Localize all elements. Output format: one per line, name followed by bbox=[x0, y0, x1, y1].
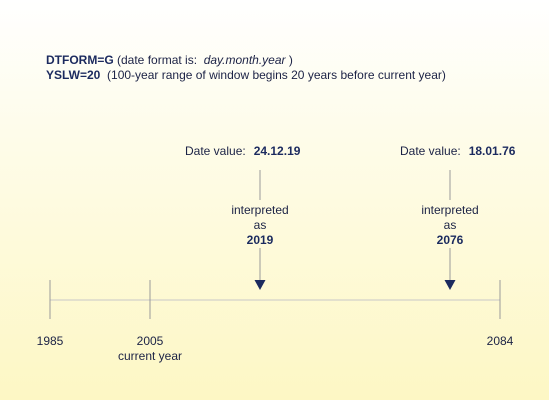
note-dtform-text: (date format is: bbox=[113, 53, 204, 67]
notes-block: DTFORM=G (date format is: day.month.year… bbox=[46, 53, 446, 83]
date-value-label-1: Date value: 24.12.19 bbox=[185, 144, 300, 158]
interpretation-1: interpreted as 2019 bbox=[210, 203, 310, 248]
date-value-caption: Date value: bbox=[400, 144, 461, 158]
note-yslw-text: (100-year range of window begins 20 year… bbox=[100, 68, 446, 82]
note-dtform-key: DTFORM=G bbox=[46, 53, 114, 67]
interpreted-year: 2019 bbox=[246, 233, 274, 247]
note-dtform-format: day.month.year bbox=[203, 53, 286, 67]
interpreted-text: interpreted bbox=[231, 203, 289, 217]
axis-year: 1985 bbox=[36, 334, 64, 348]
axis-sublabel: current year bbox=[117, 349, 183, 363]
down-arrow-2 bbox=[444, 280, 456, 290]
note-dtform-tail: ) bbox=[285, 53, 293, 67]
down-arrow-1 bbox=[254, 280, 266, 290]
interpreted-text: interpreted bbox=[421, 203, 479, 217]
interpretation-2: interpreted as 2076 bbox=[400, 203, 500, 248]
note-dtform: DTFORM=G (date format is: day.month.year… bbox=[46, 53, 446, 68]
axis-year: 2084 bbox=[486, 334, 514, 348]
date-value-label-2: Date value: 18.01.76 bbox=[400, 144, 515, 158]
date-value: 24.12.19 bbox=[253, 144, 301, 158]
as-text: as bbox=[443, 218, 457, 232]
axis-year: 2005 bbox=[136, 334, 164, 348]
date-value-caption: Date value: bbox=[185, 144, 246, 158]
note-yslw: YSLW=20 (100-year range of window begins… bbox=[46, 68, 446, 83]
axis-label-1985: 1985 bbox=[20, 334, 80, 349]
as-text: as bbox=[253, 218, 267, 232]
note-yslw-key: YSLW=20 bbox=[46, 68, 101, 82]
axis-label-2084: 2084 bbox=[470, 334, 530, 349]
interpreted-year: 2076 bbox=[436, 233, 464, 247]
date-value: 18.01.76 bbox=[468, 144, 516, 158]
axis-label-2005: 2005 current year bbox=[100, 334, 200, 364]
